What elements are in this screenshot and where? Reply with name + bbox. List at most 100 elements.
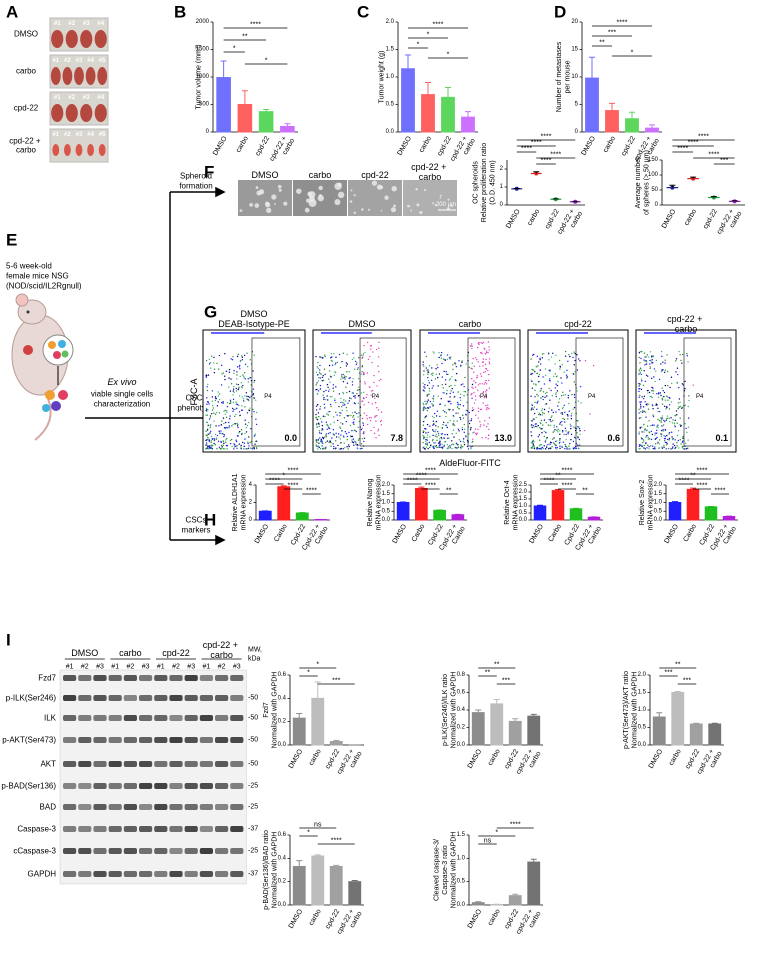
flow-event [315, 409, 318, 411]
flow-event [666, 354, 668, 356]
error-bar [530, 858, 537, 863]
flow-event [352, 422, 354, 424]
flow-event [243, 445, 246, 448]
flow-event [548, 418, 550, 421]
flow-event [424, 416, 426, 419]
flow-event [229, 415, 231, 417]
flow-event [447, 408, 450, 411]
flow-event [249, 407, 251, 409]
flow-event [446, 354, 449, 356]
flow-event [322, 394, 324, 396]
flow-event [445, 412, 448, 414]
flow-event [564, 447, 566, 450]
flow-event [537, 365, 539, 367]
flow-event [452, 364, 454, 366]
y-tick-label: 0.0 [457, 902, 466, 908]
flow-event [650, 438, 653, 441]
spheroid [410, 209, 413, 212]
flow-event [433, 352, 435, 354]
flow-event [325, 433, 328, 435]
spheroid [439, 194, 442, 197]
flow-event [543, 445, 545, 447]
flow-event [439, 415, 441, 418]
blot-band [93, 695, 107, 701]
flow-event [325, 434, 327, 436]
significance-label: ns [314, 822, 322, 829]
flow-event [567, 394, 570, 397]
flow-event [355, 430, 357, 433]
flow-event [364, 351, 366, 354]
flow-event [222, 401, 224, 403]
flow-event [244, 423, 247, 425]
flow-event [541, 411, 544, 414]
flow-event [559, 423, 561, 425]
flow-event [685, 427, 687, 430]
flow-event [462, 440, 465, 443]
bar [704, 506, 718, 521]
flow-event [479, 424, 482, 426]
error-bar [669, 184, 676, 188]
flow-event [558, 401, 560, 404]
flow-event [222, 372, 225, 374]
flow-event [215, 411, 218, 414]
flow-event [423, 390, 425, 392]
flow-event [217, 391, 219, 393]
flow-event [210, 435, 213, 438]
significance-label: ** [242, 34, 248, 41]
protein-label: BAD [40, 803, 57, 812]
flow-event [211, 445, 214, 447]
flow-event [422, 431, 425, 434]
flow-event [238, 432, 240, 434]
bar [329, 741, 343, 746]
blot-band [184, 675, 198, 681]
flow-event [443, 392, 446, 394]
flow-event [427, 373, 429, 375]
flow-event [215, 438, 217, 441]
significance-label: ** [555, 473, 561, 480]
flow-event [342, 435, 345, 437]
flow-event [542, 391, 545, 393]
flow-event [444, 411, 446, 413]
flow-event [435, 420, 438, 423]
flow-event [226, 427, 229, 429]
flow-event [654, 446, 656, 448]
flow-event [354, 360, 357, 363]
flow-event [638, 369, 640, 371]
flow-event [422, 441, 424, 444]
flow-event [338, 353, 341, 356]
flow-event [547, 353, 550, 355]
flow-event [353, 395, 355, 398]
flow-event [205, 409, 207, 412]
flow-event [472, 387, 474, 390]
flow-event [236, 444, 238, 447]
flow-event [431, 440, 434, 442]
flow-event [362, 371, 365, 374]
flow-event [322, 448, 324, 450]
flow-event [374, 416, 376, 419]
flow-event [362, 355, 364, 357]
flow-event [207, 436, 209, 439]
flow-event [211, 447, 214, 450]
flow-event [642, 447, 645, 449]
flow-event [544, 439, 547, 442]
flow-event [316, 382, 318, 384]
flow-event [674, 419, 677, 422]
flow-event [432, 372, 434, 375]
flow-event [564, 443, 566, 446]
flow-event [551, 409, 553, 411]
flow-event [656, 425, 658, 427]
flow-event [556, 384, 559, 387]
flow-event [225, 370, 228, 373]
flow-event [244, 438, 246, 440]
flow-event [639, 426, 641, 429]
flow-event [464, 391, 467, 393]
flow-event [233, 415, 236, 418]
y-tick-label: 2.0 [382, 482, 391, 488]
flow-event [364, 383, 366, 385]
flow-event [371, 403, 373, 405]
flow-event [241, 433, 243, 435]
flow-event [651, 356, 653, 359]
flow-event [532, 443, 534, 445]
mouse-text: female mice NSG [6, 272, 69, 281]
flow-event [228, 368, 231, 371]
